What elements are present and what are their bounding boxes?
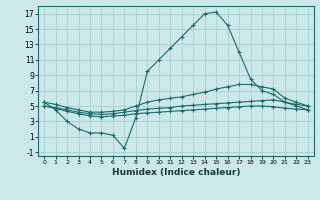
X-axis label: Humidex (Indice chaleur): Humidex (Indice chaleur) <box>112 168 240 177</box>
